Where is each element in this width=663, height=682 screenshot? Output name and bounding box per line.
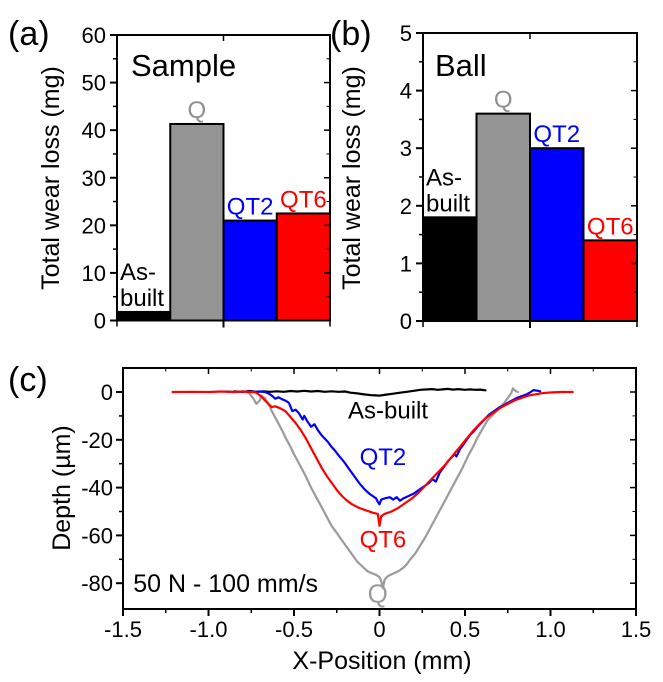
c-x-tick-label: 0.5 [450, 617, 481, 642]
bar-label-a-as: As- [120, 259, 156, 286]
c-y-tick-label: -40 [81, 476, 113, 501]
bar-a-qt6 [275, 212, 331, 322]
c-y-tick-label: -60 [81, 523, 113, 548]
bar-label-b-qt2: QT2 [533, 121, 580, 148]
series-qt6-curve [171, 390, 574, 527]
bar-b-qt2 [529, 147, 585, 322]
series-qt6-label: QT6 [360, 526, 407, 553]
c-x-tick-label: 1.0 [535, 617, 566, 642]
bar-label-a-qt2: QT2 [227, 194, 274, 221]
b-y-tick-label: 4 [400, 79, 412, 104]
panel-a-title: Sample [131, 48, 236, 83]
b-y-tick-label: 5 [400, 21, 412, 46]
bar-a-qt2 [222, 219, 278, 322]
c-x-tick-label: 1.5 [621, 617, 652, 642]
bar-label-b-built: built [426, 190, 470, 217]
series-qt2-label: QT2 [360, 444, 407, 471]
bar-label-a-q: Q [188, 97, 207, 124]
a-y-tick-label: 40 [82, 118, 106, 143]
b-y-tick-label: 1 [400, 251, 412, 276]
panel-a-y-axis-label: Total wear loss (mg) [37, 66, 65, 290]
series-q-label: Q [368, 578, 388, 608]
bar-b-qt6 [582, 239, 638, 322]
c-x-tick-label: -1.5 [104, 617, 142, 642]
panel-b-title: Ball [435, 48, 487, 83]
panel-letter-a: (a) [8, 15, 50, 53]
bar-a-as-built [116, 310, 172, 322]
bar-label-b-q: Q [494, 87, 513, 114]
panel-letter-b: (b) [330, 15, 372, 53]
bar-b-q [475, 112, 531, 322]
panel-letter-c: (c) [8, 361, 48, 399]
series-as-built-curve [233, 387, 487, 397]
c-x-tick-label: -0.5 [275, 617, 313, 642]
b-y-tick-label: 3 [400, 136, 412, 161]
a-y-tick-label: 20 [82, 213, 106, 238]
a-y-tick-label: 50 [82, 71, 106, 96]
a-y-tick-label: 10 [82, 261, 106, 286]
test-conditions-annotation: 50 N - 100 mm/s [133, 570, 318, 598]
series-q-curve [245, 387, 520, 590]
panel-c-x-axis-label: X-Position (mm) [292, 647, 471, 675]
panel-b-y-axis-label: Total wear loss (mg) [338, 66, 366, 290]
panel-a: 0 10 20 30 40 50 60 Sample Total wear loss (mg) A… [37, 23, 331, 334]
bar-label-a-built: built [120, 285, 164, 312]
bar-label-a-qt6: QT6 [280, 186, 327, 213]
bar-label-b-as: As- [426, 164, 462, 191]
a-y-tick-label: 60 [82, 23, 106, 48]
bar-a-q [169, 122, 225, 322]
panel-c-y-axis-label: Depth (µm) [48, 425, 76, 551]
b-y-tick-label: 0 [400, 309, 412, 334]
bar-b-as-built [422, 216, 478, 323]
c-x-tick-label: 0 [373, 617, 385, 642]
a-y-tick-label: 0 [94, 309, 106, 334]
panel-c: -1.5 -1.0 -0.5 0 0.5 1.0 1.5 0 -20 -40 -60 -80 As-bu… [48, 367, 652, 675]
b-y-tick-label: 2 [400, 194, 412, 219]
c-y-tick-label: 0 [101, 380, 113, 405]
series-as-built-label: As-built [348, 397, 428, 424]
c-y-tick-label: -20 [81, 428, 113, 453]
c-x-tick-label: -1.0 [190, 617, 228, 642]
a-y-tick-label: 30 [82, 166, 106, 191]
c-y-tick-label: -80 [81, 571, 113, 596]
bar-label-b-qt6: QT6 [587, 213, 634, 240]
